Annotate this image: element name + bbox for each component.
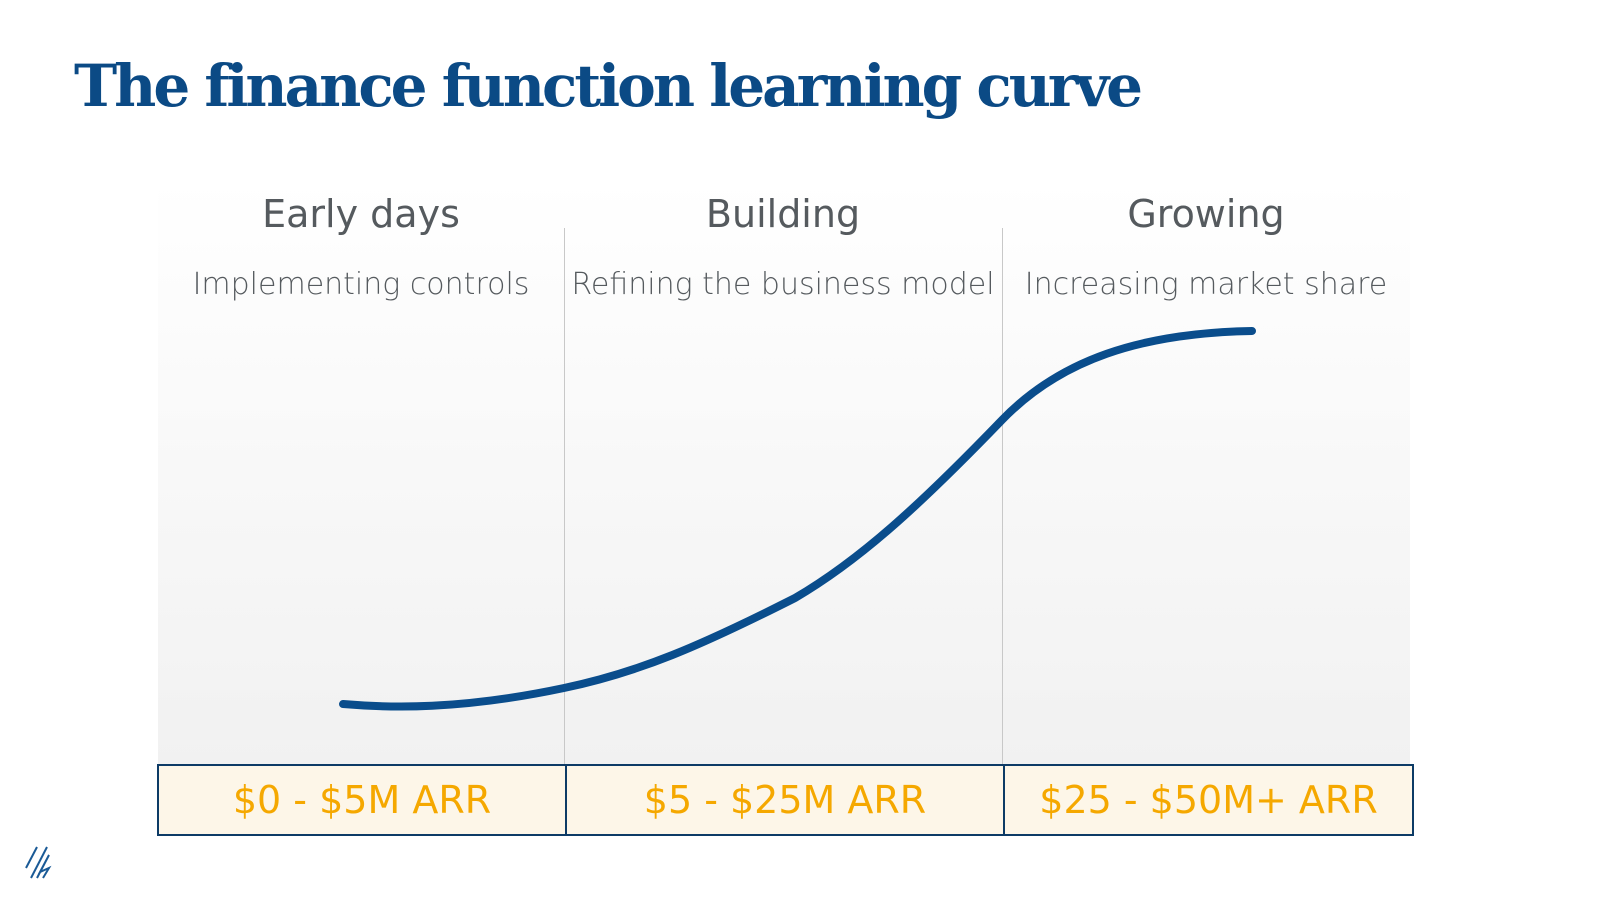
stage-heading: Early days: [262, 192, 460, 236]
page-title: The finance function learning curve: [74, 52, 1143, 120]
arr-ranges: $0 - $5M ARR $5 - $25M ARR $25 - $50M+ A…: [157, 764, 1414, 836]
brand-logo-icon: [25, 846, 52, 879]
stage-subtitle: Increasing market share: [1024, 267, 1388, 302]
stage-subtitle: Implementing controls: [192, 267, 530, 302]
stage-heading: Building: [705, 192, 861, 236]
stage-subtitle: Refining the business model: [571, 267, 995, 302]
arr-range-early: $0 - $5M ARR: [232, 778, 492, 822]
stage-divider: [564, 228, 565, 765]
learning-curve-line: [339, 327, 1256, 711]
stage-heading: Growing: [1127, 192, 1285, 236]
arr-range-growing: $25 - $50M+ ARR: [1003, 766, 1412, 834]
arr-range-building: $5 - $25M ARR: [565, 766, 1003, 834]
chart-background: [158, 180, 1410, 765]
stage-divider: [1002, 228, 1003, 765]
